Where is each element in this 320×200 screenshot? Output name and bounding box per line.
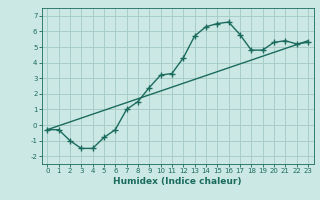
X-axis label: Humidex (Indice chaleur): Humidex (Indice chaleur) xyxy=(113,177,242,186)
